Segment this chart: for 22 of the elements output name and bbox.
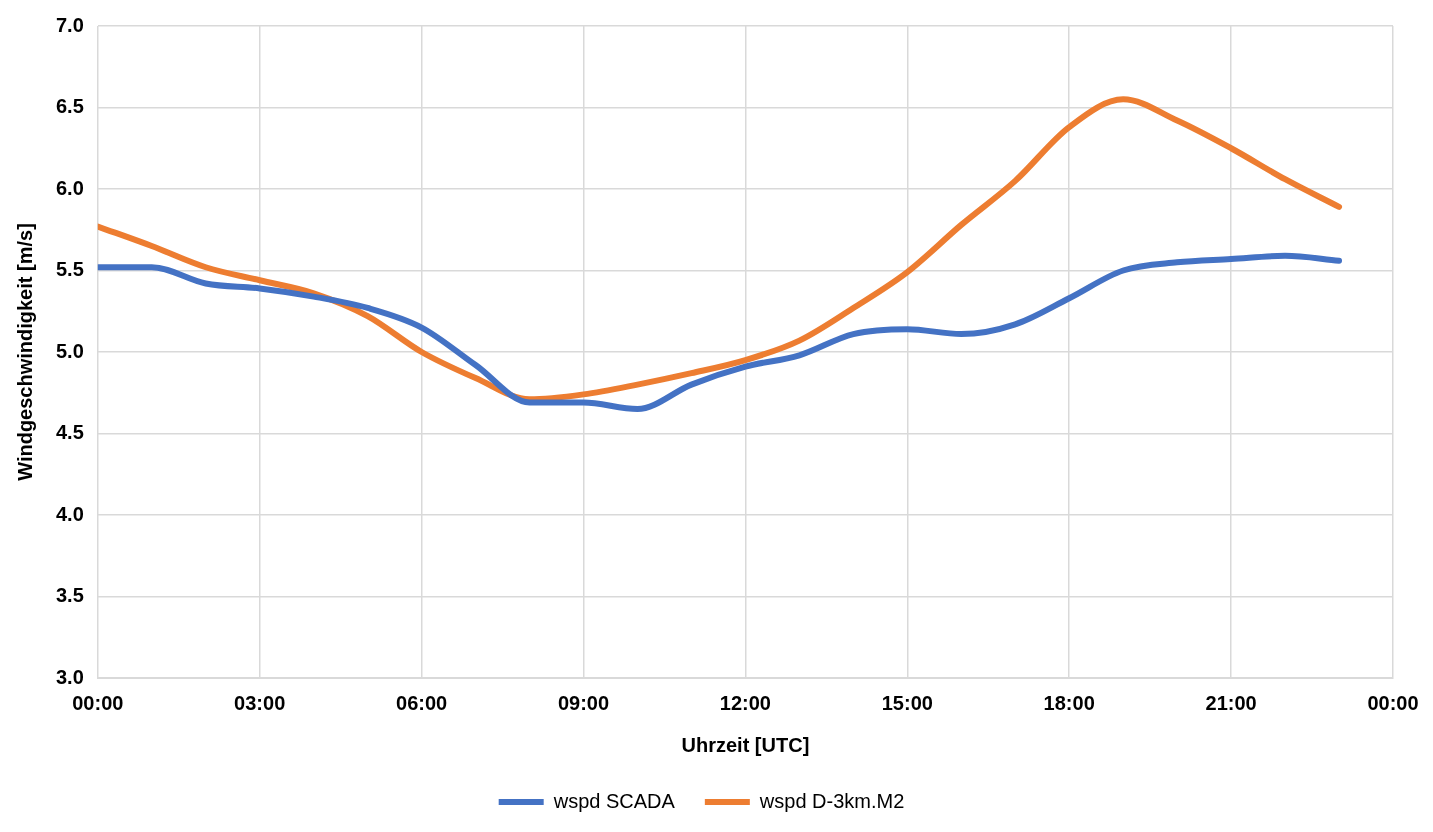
x-tick-label: 00:00 (1367, 691, 1419, 714)
y-tick-label: 6.0 (55, 176, 84, 199)
legend-label: wspd SCADA (552, 789, 676, 812)
x-tick-label: 09:00 (557, 691, 610, 714)
x-axis-title: Uhrzeit [UTC] (681, 733, 810, 756)
y-tick-label: 3.0 (55, 665, 84, 688)
y-tick-label: 5.0 (55, 339, 84, 362)
x-tick-label: 06:00 (396, 691, 448, 714)
x-tick-label: 12:00 (719, 691, 771, 714)
y-tick-label: 5.5 (55, 258, 84, 281)
y-tick-label: 6.5 (55, 95, 84, 118)
x-tick-label: 15:00 (881, 691, 933, 714)
x-tick-label: 03:00 (234, 691, 286, 714)
y-tick-label: 7.0 (55, 13, 84, 36)
x-tick-label: 21:00 (1205, 691, 1257, 714)
y-axis-title: Windgeschwindigkeit [m/s] (13, 223, 36, 481)
x-tick-label: 18:00 (1043, 691, 1095, 714)
y-tick-label: 4.5 (55, 421, 84, 444)
y-tick-label: 3.5 (55, 584, 84, 607)
y-tick-label: 4.0 (55, 502, 84, 525)
x-tick-label: 00:00 (72, 691, 124, 714)
legend-label: wspd D-3km.M2 (758, 789, 905, 812)
